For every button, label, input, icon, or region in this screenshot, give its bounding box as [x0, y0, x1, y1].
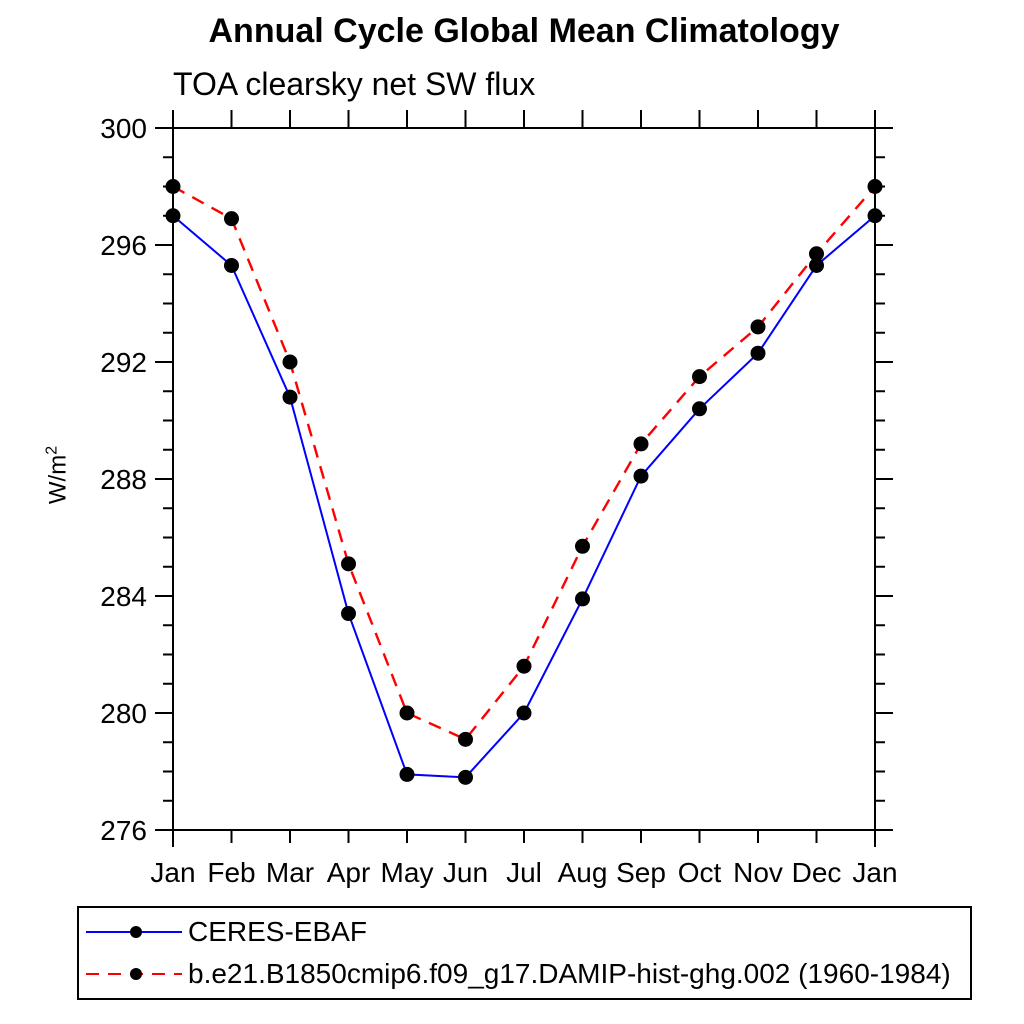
data-point-marker — [224, 211, 239, 227]
data-point-marker — [867, 208, 883, 224]
x-tick-label: Feb — [207, 857, 255, 888]
x-tick-label: Apr — [327, 857, 371, 888]
legend-label-ceres: CERES-EBAF — [188, 915, 367, 947]
data-point-marker — [750, 345, 766, 361]
data-point-marker — [867, 179, 883, 194]
data-point-marker — [809, 246, 824, 262]
legend-line-sample-dashed — [86, 968, 182, 981]
data-point-marker — [633, 436, 649, 452]
data-point-marker — [399, 766, 415, 782]
data-point-marker — [341, 606, 356, 622]
legend-line-sample-solid — [86, 925, 182, 938]
data-point-marker — [341, 556, 356, 572]
y-tick-label: 288 — [100, 464, 147, 495]
data-point-marker — [458, 769, 473, 785]
y-tick-label: 300 — [100, 113, 147, 144]
x-tick-label: Oct — [678, 857, 722, 888]
x-tick-label: Jun — [443, 857, 488, 888]
legend-entry-model: b.e21.B1850cmip6.f09_g17.DAMIP-hist-ghg.… — [79, 955, 970, 993]
data-point-marker — [282, 389, 298, 405]
data-point-marker — [224, 257, 239, 273]
y-tick-label: 280 — [100, 698, 147, 729]
data-point-marker — [165, 208, 181, 224]
data-point-marker — [575, 591, 590, 607]
x-tick-label: Sep — [616, 857, 666, 888]
chart-title: Annual Cycle Global Mean Climatology — [208, 12, 840, 50]
data-point-marker — [458, 731, 473, 747]
data-point-marker — [633, 468, 649, 484]
legend-marker-icon — [130, 968, 142, 981]
x-tick-label: May — [381, 857, 434, 888]
data-point-marker — [516, 658, 532, 674]
data-point-marker — [282, 354, 298, 370]
x-tick-label: Jul — [506, 857, 542, 888]
data-point-marker — [809, 257, 824, 273]
chart-subtitle: TOA clearsky net SW flux — [173, 66, 536, 102]
data-point-marker — [692, 369, 707, 385]
x-tick-label: Jan — [150, 857, 195, 888]
data-point-marker — [575, 538, 590, 554]
legend-entry-ceres: CERES-EBAF — [79, 913, 970, 951]
data-point-marker — [399, 705, 415, 721]
y-tick-label: 292 — [100, 347, 147, 378]
data-point-marker — [750, 319, 766, 335]
x-tick-label: Dec — [792, 857, 842, 888]
data-point-marker — [516, 705, 532, 721]
x-tick-label: Aug — [558, 857, 608, 888]
y-tick-label: 276 — [100, 815, 147, 846]
legend-label-model: b.e21.B1850cmip6.f09_g17.DAMIP-hist-ghg.… — [188, 958, 951, 990]
x-tick-label: Jan — [852, 857, 897, 888]
x-tick-label: Mar — [266, 857, 314, 888]
legend-marker-icon — [130, 925, 142, 938]
data-point-marker — [692, 401, 707, 417]
y-tick-label: 284 — [100, 581, 147, 612]
x-tick-label: Nov — [733, 857, 783, 888]
series-line-1 — [172, 185, 876, 741]
legend-box: CERES-EBAF b.e21.B1850cmip6.f09_g17.DAMI… — [77, 906, 972, 1000]
series-line-0 — [172, 214, 876, 779]
y-tick-label: 296 — [100, 230, 147, 261]
data-point-marker — [165, 179, 181, 194]
